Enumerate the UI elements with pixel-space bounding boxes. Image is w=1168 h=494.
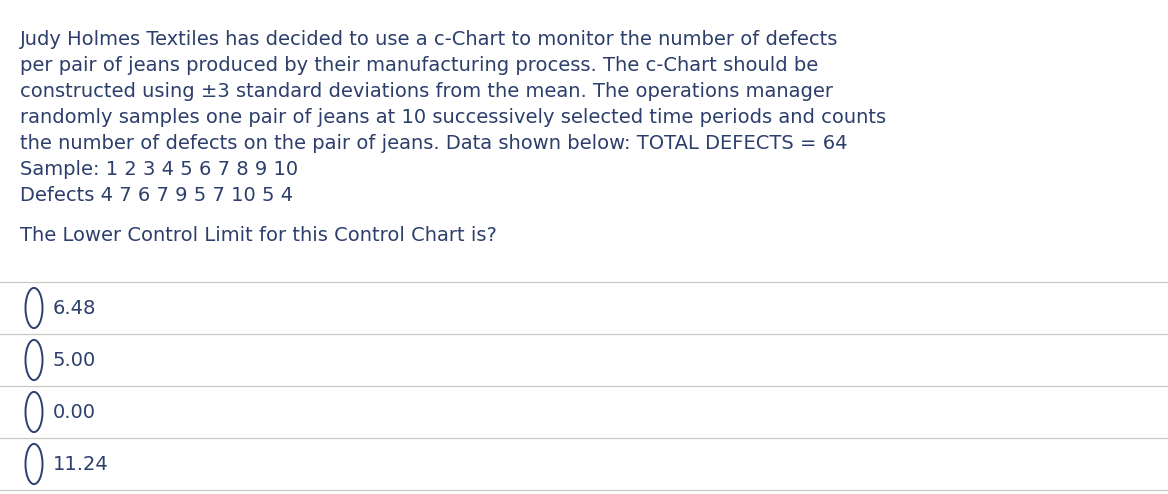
Text: 0.00: 0.00 [53,403,96,421]
Text: The Lower Control Limit for this Control Chart is?: The Lower Control Limit for this Control… [20,226,496,245]
Text: 11.24: 11.24 [53,454,109,474]
Text: 5.00: 5.00 [53,351,96,370]
Text: Judy Holmes Textiles has decided to use a c-Chart to monitor the number of defec: Judy Holmes Textiles has decided to use … [20,30,839,49]
Text: Defects 4 7 6 7 9 5 7 10 5 4: Defects 4 7 6 7 9 5 7 10 5 4 [20,186,293,205]
Text: Sample: 1 2 3 4 5 6 7 8 9 10: Sample: 1 2 3 4 5 6 7 8 9 10 [20,160,298,179]
Text: randomly samples one pair of jeans at 10 successively selected time periods and : randomly samples one pair of jeans at 10… [20,108,887,127]
Text: the number of defects on the pair of jeans. Data shown below: TOTAL DEFECTS = 64: the number of defects on the pair of jea… [20,134,848,153]
Text: per pair of jeans produced by their manufacturing process. The c-Chart should be: per pair of jeans produced by their manu… [20,56,819,75]
Text: 6.48: 6.48 [53,298,96,318]
Text: constructed using ±3 standard deviations from the mean. The operations manager: constructed using ±3 standard deviations… [20,82,833,101]
